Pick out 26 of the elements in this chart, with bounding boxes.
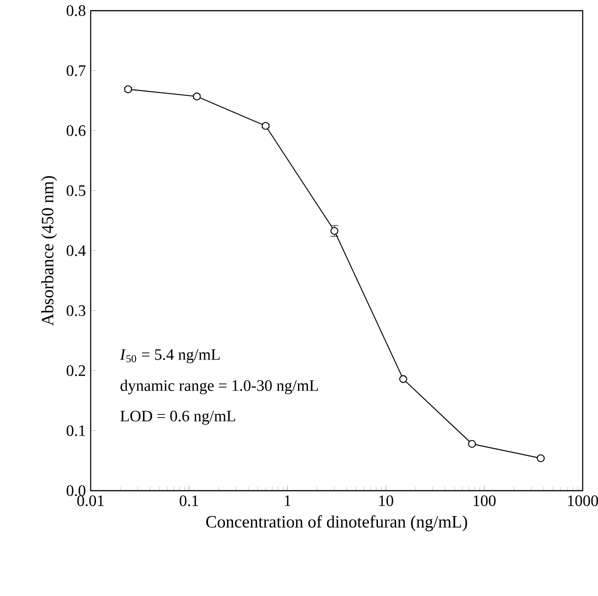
y-tick-label: 0.1 — [66, 425, 86, 436]
y-tick-label: 0.2 — [66, 365, 86, 376]
annotation: dynamic range = 1.0-30 ng/mL — [120, 380, 318, 394]
point — [536, 454, 545, 462]
y-tick-label: 0.5 — [66, 185, 86, 196]
x-tick-label: 100 — [474, 495, 496, 506]
y-tick-label: 0.0 — [66, 485, 86, 496]
x-tick-label: 1 — [284, 495, 290, 506]
point — [468, 440, 476, 448]
y-tick-label: 0.8 — [66, 5, 86, 16]
y-axis-title: Absorbance (450 nm) — [41, 176, 57, 326]
x-tick-label: 10 — [379, 495, 394, 506]
x-tick-label: 0.1 — [180, 495, 198, 506]
point — [262, 122, 270, 130]
x-tick-label: 0.01 — [77, 495, 104, 506]
x-tick-label: 1000 — [568, 495, 598, 506]
y-tick-label: 0.7 — [66, 65, 86, 76]
point — [124, 85, 132, 94]
annotation: LOD = 0.6 ng/mL — [120, 410, 236, 425]
y-tick-label: 0.3 — [66, 305, 86, 316]
y-tick-label: 0.4 — [66, 245, 86, 256]
x-axis-title: Concentration of dinotefuran (ng/mL) — [206, 515, 468, 532]
point — [330, 226, 338, 235]
annotation: I$_{50}$ = 5.4 ng/mL — [120, 349, 220, 364]
y-tick-label: 0.6 — [66, 125, 86, 136]
point — [399, 375, 408, 383]
